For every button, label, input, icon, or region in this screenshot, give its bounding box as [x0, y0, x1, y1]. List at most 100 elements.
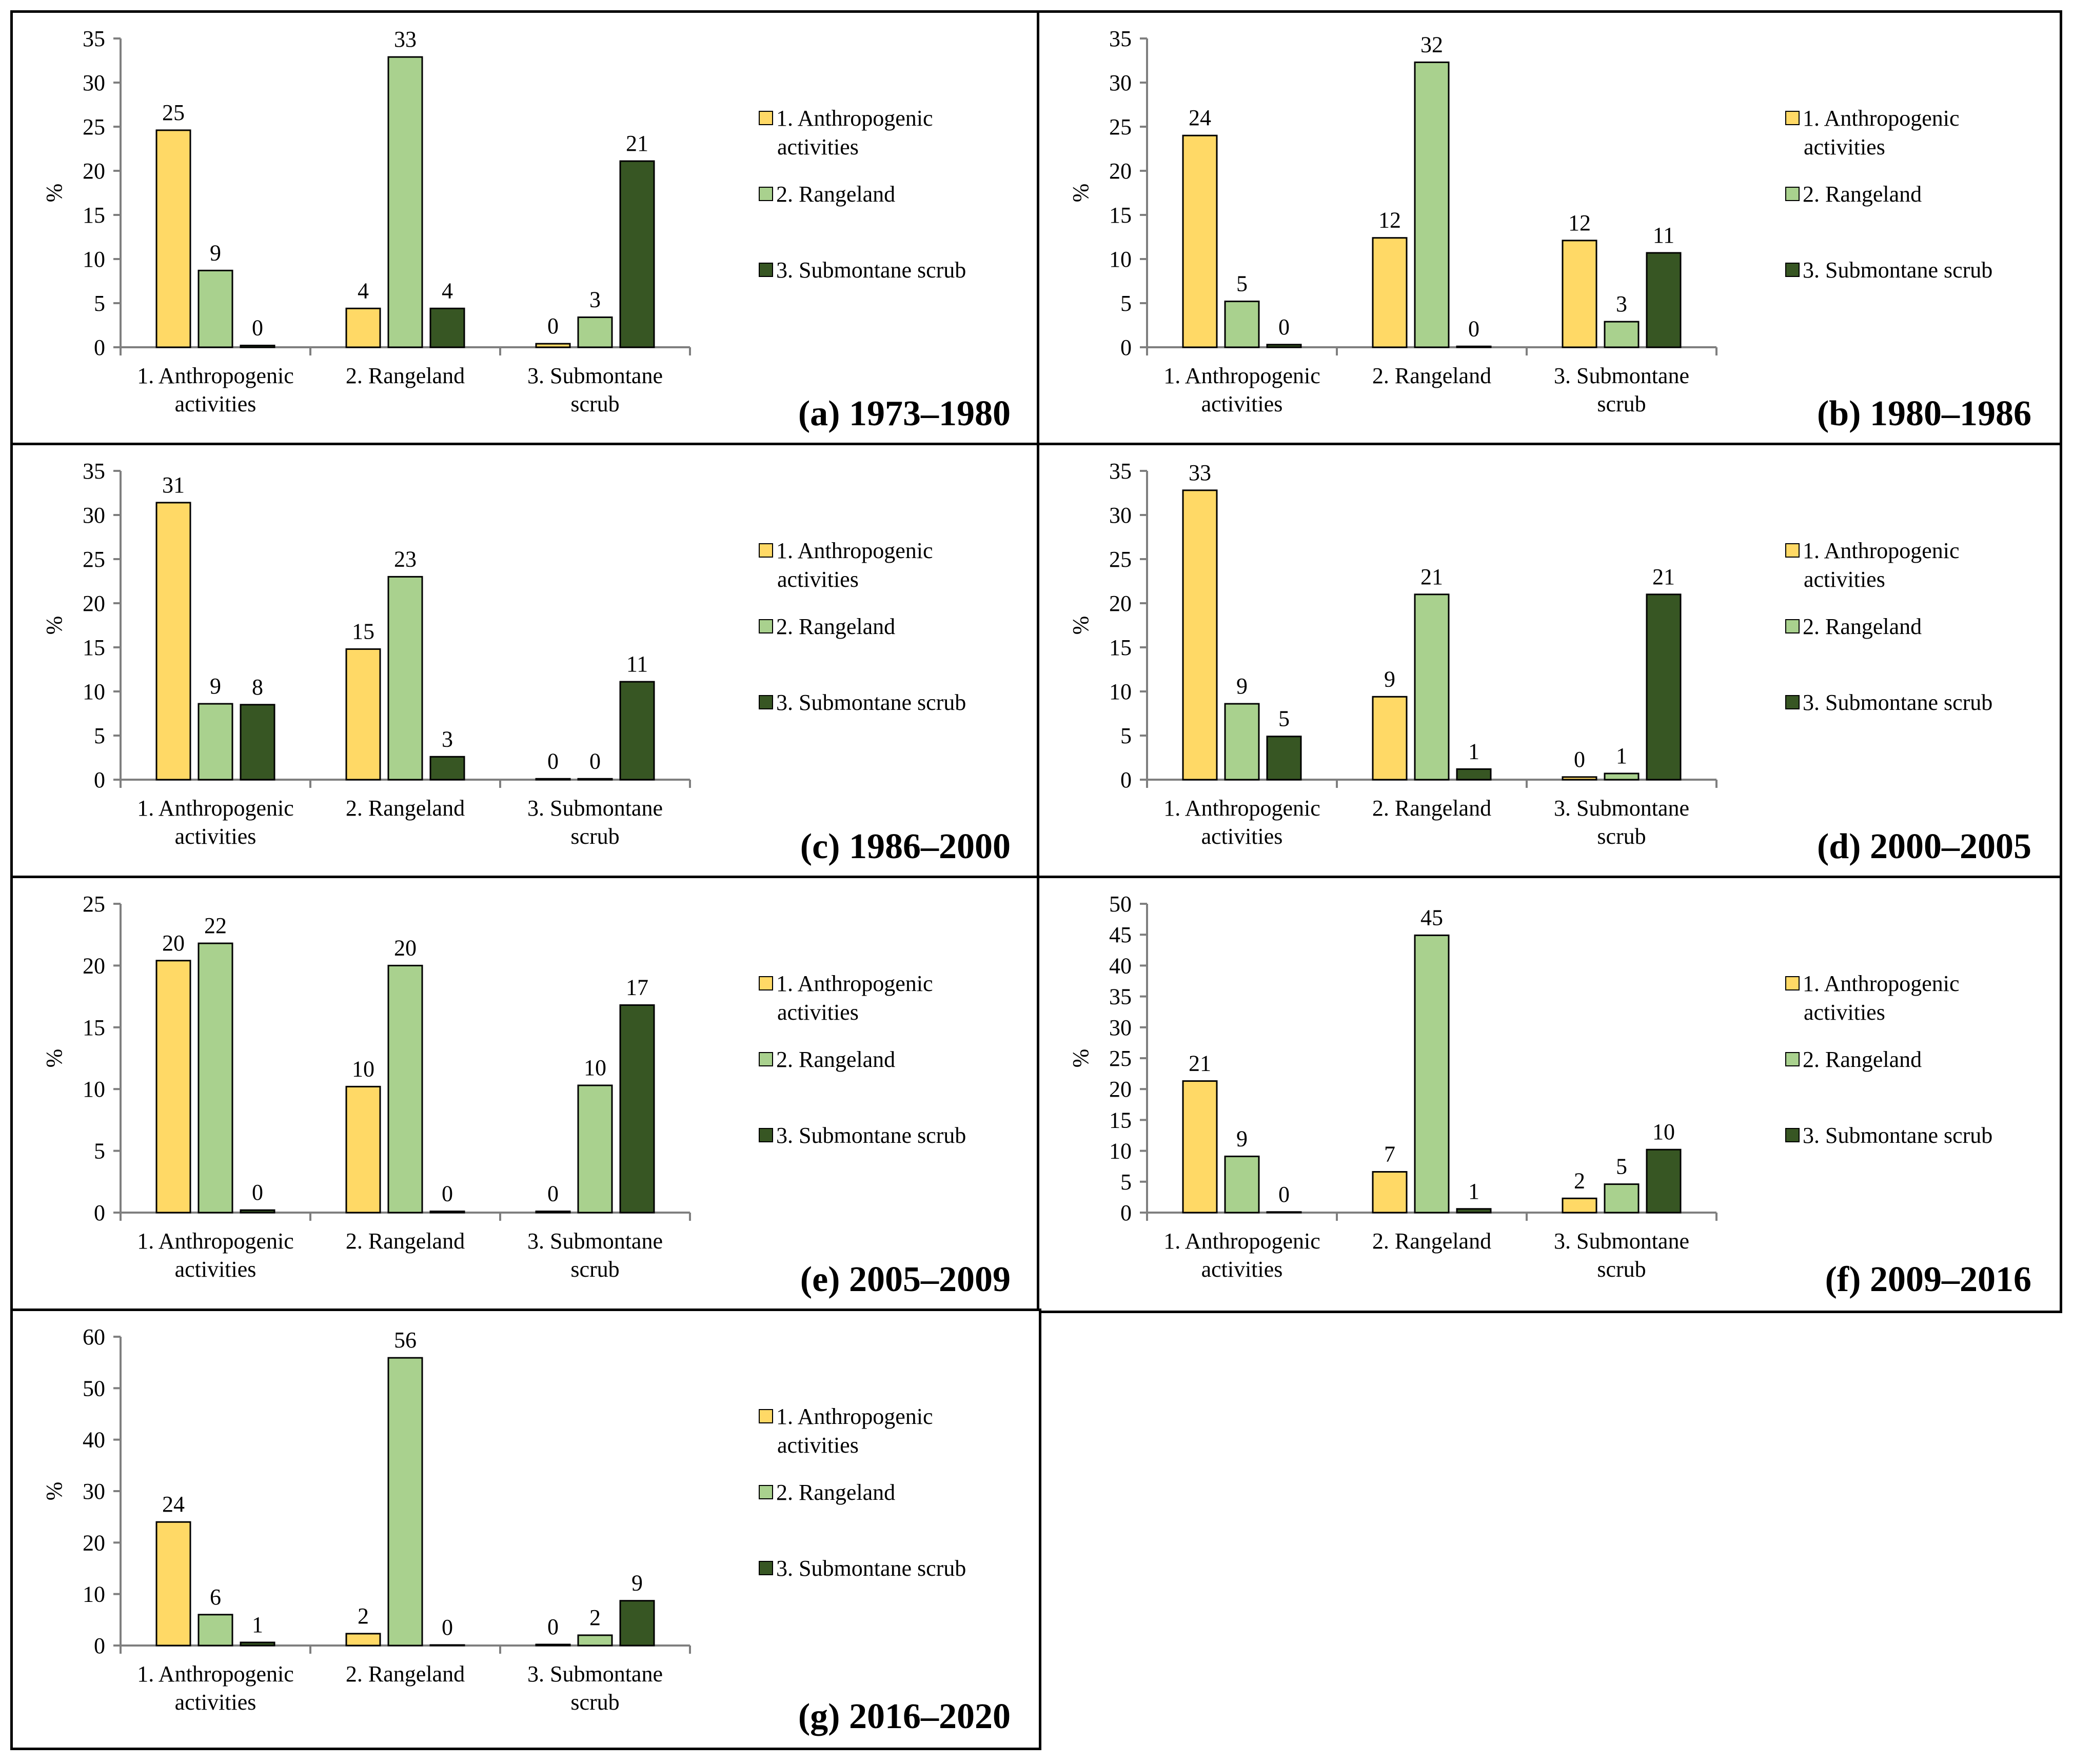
y-tick-label: 5: [94, 1139, 105, 1164]
y-tick-label: 0: [94, 335, 105, 360]
bar-submontane: [619, 681, 655, 781]
legend-label: 1. Anthropogenic: [1803, 106, 1960, 131]
data-label: 32: [1420, 32, 1443, 57]
y-tick-label: 30: [1109, 1015, 1132, 1040]
y-axis-title: %: [42, 1049, 67, 1068]
panel-d-2000-2005: 0 5 10 15 20 25 30 35% 33 9 0 9 21 1 5 1 21 1. Anthropoge…: [1037, 443, 2062, 880]
legend-swatch-submontane: [759, 263, 773, 277]
data-label: 17: [626, 975, 648, 1000]
data-label: 20: [162, 930, 185, 956]
bar-anthropogenic: [155, 502, 191, 781]
y-tick-label: 30: [1109, 70, 1132, 95]
legend-label: 2. Rangeland: [1803, 614, 1922, 639]
y-tick-label: 35: [1109, 459, 1132, 484]
data-label: 2: [589, 1605, 601, 1630]
data-label: 9: [1384, 666, 1395, 691]
legend-swatch-submontane: [1785, 695, 1800, 709]
x-category-label: 2. Rangeland: [346, 1228, 465, 1254]
x-category-label: 3. Submontane: [527, 796, 663, 821]
panel-a-1973-1980: 0 5 10 15 20 25 30 35% 25 4 0 9 33 3 0 4 21 1. Anthropoge…: [10, 10, 1041, 447]
bar-submontane: [1266, 736, 1302, 781]
bar-rangeland: [1414, 593, 1450, 781]
y-tick-label: 0: [1120, 335, 1132, 360]
legend-label: 1. Anthropogenic: [1803, 971, 1960, 996]
bar-rangeland: [198, 942, 233, 1214]
x-category-label: scrub: [570, 1690, 619, 1715]
y-tick-label: 50: [1109, 891, 1132, 917]
bar-submontane: [1456, 768, 1492, 781]
x-category-label: 3. Submontane: [1554, 1228, 1689, 1254]
x-category-label: 3. Submontane: [1554, 796, 1689, 821]
bar-anthropogenic: [1182, 489, 1218, 781]
panel-title: (a) 1973–1980: [798, 394, 1011, 433]
bar-anthropogenic: [1182, 1080, 1218, 1214]
y-tick-label: 5: [94, 723, 105, 748]
data-label: 12: [1378, 208, 1401, 233]
bar-rangeland: [577, 778, 613, 781]
data-label: 9: [631, 1571, 643, 1596]
x-category-label: scrub: [570, 391, 619, 417]
data-label: 22: [204, 913, 227, 938]
legend-label: 1. Anthropogenic: [776, 971, 933, 996]
data-label: 3: [589, 287, 601, 312]
y-tick-label: 25: [83, 547, 105, 572]
bar-submontane: [429, 1644, 465, 1647]
panel-title: (c) 1986–2000: [800, 827, 1011, 866]
bar-anthropogenic: [1562, 240, 1597, 348]
data-label: 10: [584, 1055, 606, 1080]
legend-label: 3. Submontane scrub: [776, 1556, 966, 1581]
x-category-label: scrub: [570, 824, 619, 849]
data-label: 2: [358, 1603, 369, 1629]
bar-anthropogenic: [155, 129, 191, 348]
bar-submontane: [240, 345, 275, 348]
legend-swatch-rangeland: [1785, 1052, 1800, 1066]
y-tick-label: 0: [94, 1200, 105, 1225]
data-label: 24: [162, 1492, 185, 1517]
x-category-label: 3. Submontane: [527, 1228, 663, 1254]
bar-anthropogenic: [1372, 237, 1408, 348]
data-label: 3: [442, 726, 453, 751]
bar-anthropogenic: [535, 778, 571, 781]
data-label: 21: [1652, 564, 1675, 589]
data-label: 6: [210, 1584, 221, 1610]
x-category-label: scrub: [570, 1257, 619, 1282]
y-tick-label: 25: [1109, 547, 1132, 572]
y-tick-label: 10: [1109, 247, 1132, 272]
y-tick-label: 45: [1109, 922, 1132, 947]
x-category-label: scrub: [1597, 391, 1646, 417]
x-category-label: activities: [175, 1257, 256, 1282]
y-tick-label: 30: [83, 70, 105, 95]
y-tick-label: 40: [1109, 953, 1132, 978]
x-category-label: 2. Rangeland: [346, 1661, 465, 1687]
panel-c-1986-2000: 0 5 10 15 20 25 30 35% 31 15 0 9 23 0 8 3 11 1. Anthropog…: [10, 443, 1041, 880]
chart-svg: 0 5 10 15 20 25% 20 10 0 22 20 10 0 0 17 1. Anthropogen…: [42, 891, 1011, 1299]
panel-b-1980-1986: 0 5 10 15 20 25 30 35% 24 12 12 5 32 3 0 0 11 1. Anthropo…: [1037, 10, 2062, 447]
bar-rangeland: [1224, 1155, 1260, 1214]
data-label: 1: [252, 1612, 263, 1637]
data-label: 24: [1189, 105, 1211, 130]
x-category-label: 2. Rangeland: [1372, 796, 1491, 821]
legend-label: activities: [777, 134, 859, 160]
x-category-label: activities: [175, 391, 256, 417]
legend-label: activities: [777, 1433, 859, 1458]
data-label: 0: [589, 748, 601, 774]
x-category-label: 3. Submontane: [527, 1661, 663, 1687]
y-axis-title: %: [1068, 616, 1093, 635]
bar-submontane: [619, 1600, 655, 1647]
panel-title: (f) 2009–2016: [1825, 1260, 2031, 1299]
bar-rangeland: [1604, 772, 1640, 781]
bar-rangeland: [1414, 61, 1450, 348]
x-category-label: 1. Anthropogenic: [1163, 796, 1320, 821]
legend-swatch-anthropogenic: [759, 543, 773, 558]
bar-anthropogenic: [345, 1633, 381, 1647]
bar-rangeland: [198, 269, 233, 348]
data-label: 56: [394, 1327, 417, 1353]
data-label: 0: [1278, 1182, 1290, 1207]
data-label: 0: [547, 1614, 559, 1639]
data-label: 0: [547, 313, 559, 339]
legend-label: 2. Rangeland: [1803, 1047, 1922, 1072]
legend-label: 1. Anthropogenic: [776, 1404, 933, 1429]
x-category-label: 1. Anthropogenic: [137, 1661, 294, 1687]
y-tick-label: 40: [83, 1428, 105, 1453]
panel-f-2009-2016: 0 5 10 15 20 25 30 35 40 45 50% 21 7 2 9 45 5 0 1 10 1. Anth…: [1037, 876, 2062, 1313]
